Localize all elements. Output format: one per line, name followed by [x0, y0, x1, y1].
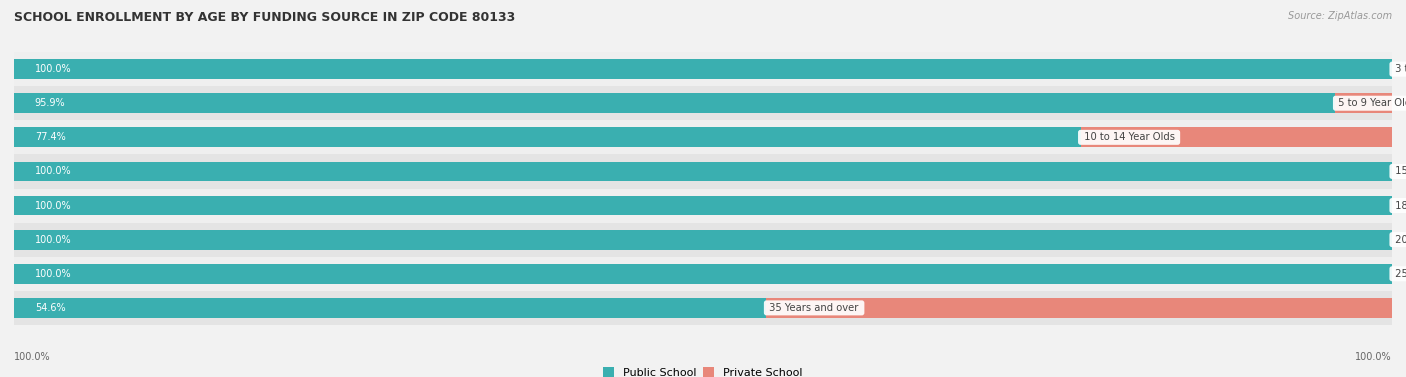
Bar — [14, 120, 1392, 155]
Text: 20 to 24 Year Olds: 20 to 24 Year Olds — [1392, 234, 1406, 245]
Bar — [14, 222, 1392, 257]
Text: 100.0%: 100.0% — [35, 269, 72, 279]
Text: 54.6%: 54.6% — [35, 303, 65, 313]
Bar — [14, 59, 1392, 79]
Text: 18 to 19 Year Olds: 18 to 19 Year Olds — [1392, 201, 1406, 211]
Bar — [14, 127, 1081, 147]
Text: SCHOOL ENROLLMENT BY AGE BY FUNDING SOURCE IN ZIP CODE 80133: SCHOOL ENROLLMENT BY AGE BY FUNDING SOUR… — [14, 11, 516, 24]
Bar — [14, 196, 1392, 215]
Bar — [14, 264, 1392, 284]
Text: Source: ZipAtlas.com: Source: ZipAtlas.com — [1288, 11, 1392, 21]
Text: 5 to 9 Year Old: 5 to 9 Year Old — [1336, 98, 1406, 108]
Bar — [14, 291, 1392, 325]
Bar — [1392, 264, 1406, 284]
Bar — [14, 298, 766, 318]
Text: 100.0%: 100.0% — [35, 201, 72, 211]
Legend: Public School, Private School: Public School, Private School — [603, 367, 803, 377]
Bar — [14, 257, 1392, 291]
Text: 3 to 4 Year Olds: 3 to 4 Year Olds — [1392, 64, 1406, 74]
Text: 100.0%: 100.0% — [35, 234, 72, 245]
Text: 35 Years and over: 35 Years and over — [766, 303, 862, 313]
Bar — [14, 86, 1392, 120]
Bar — [1392, 196, 1406, 215]
Bar — [14, 188, 1392, 222]
Text: 15 to 17 Year Olds: 15 to 17 Year Olds — [1392, 166, 1406, 176]
Text: 10 to 14 Year Olds: 10 to 14 Year Olds — [1081, 132, 1178, 143]
Text: 100.0%: 100.0% — [1355, 352, 1392, 362]
Bar — [14, 93, 1336, 113]
Bar — [1392, 230, 1406, 250]
Text: 100.0%: 100.0% — [35, 64, 72, 74]
Bar — [766, 298, 1393, 318]
Bar — [1392, 59, 1406, 79]
Bar — [1392, 162, 1406, 181]
Text: 95.9%: 95.9% — [35, 98, 65, 108]
Text: 100.0%: 100.0% — [35, 166, 72, 176]
Bar — [14, 52, 1392, 86]
Text: 77.4%: 77.4% — [35, 132, 66, 143]
Bar — [1081, 127, 1392, 147]
Bar — [14, 155, 1392, 188]
Text: 25 to 34 Year Olds: 25 to 34 Year Olds — [1392, 269, 1406, 279]
Bar — [1336, 93, 1392, 113]
Bar — [14, 230, 1392, 250]
Text: 100.0%: 100.0% — [14, 352, 51, 362]
Bar — [14, 162, 1392, 181]
